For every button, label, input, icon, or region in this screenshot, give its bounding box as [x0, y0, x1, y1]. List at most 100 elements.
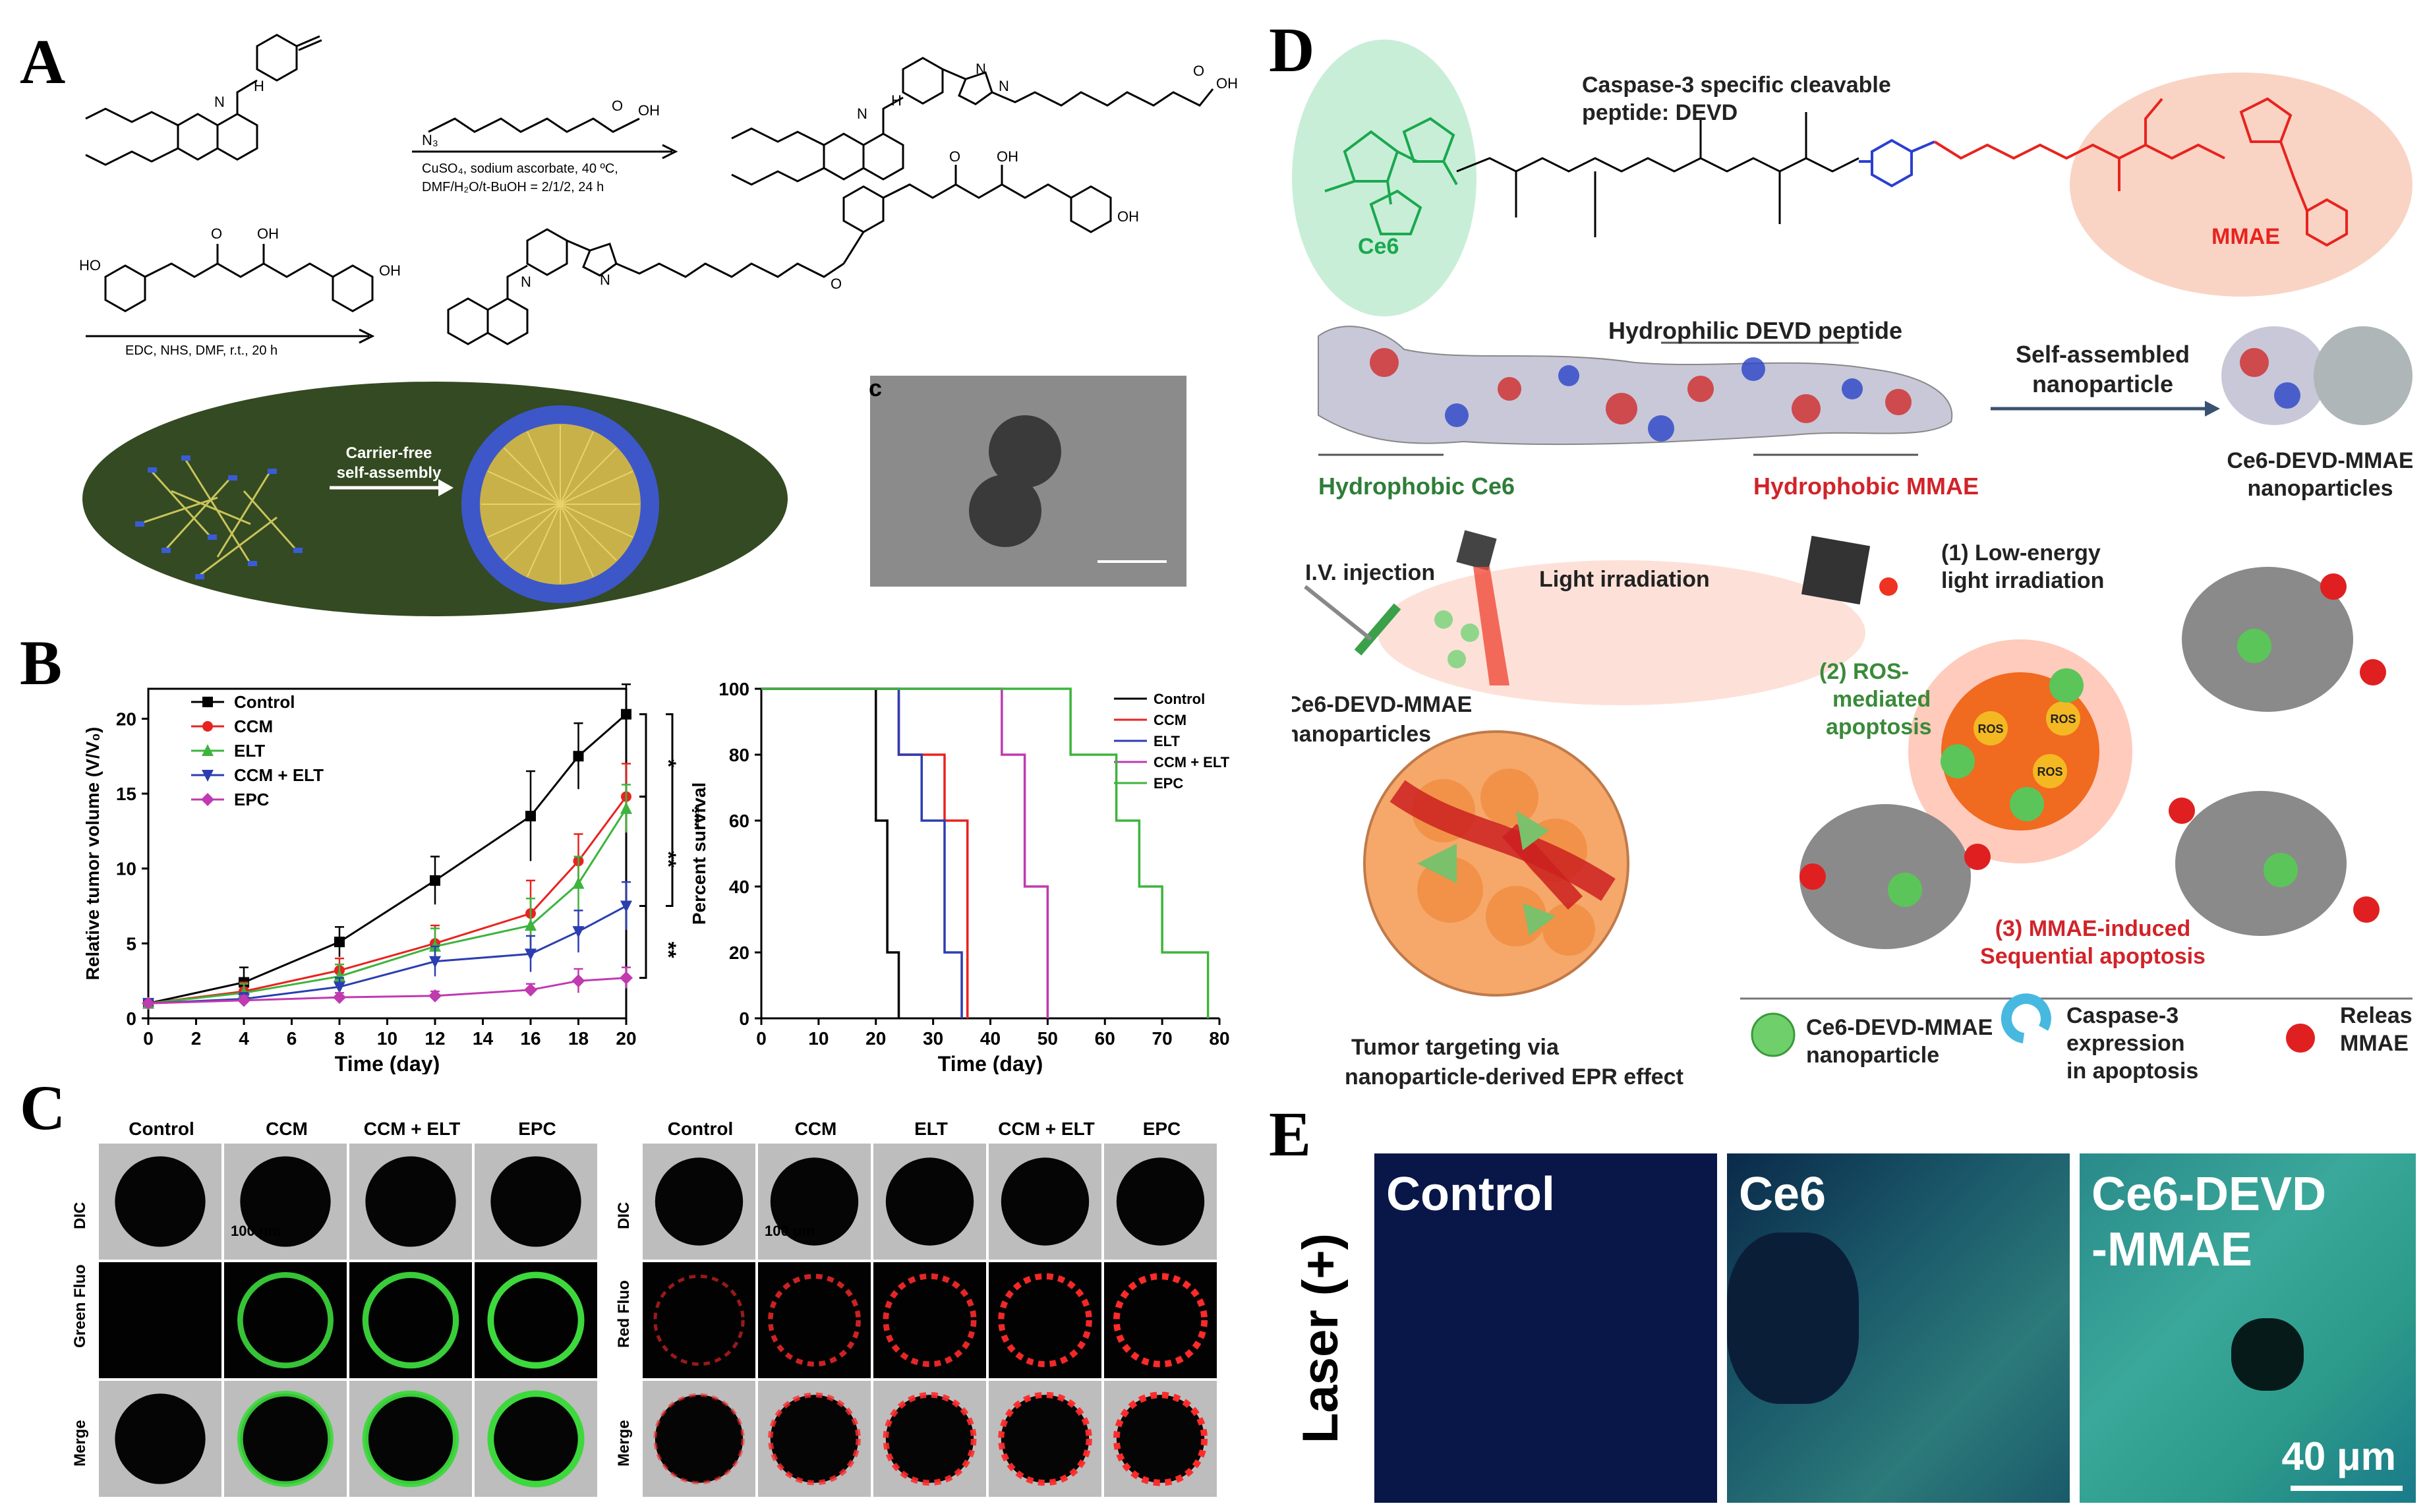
- self-assembled-label-1: Self-assembled: [2016, 341, 2190, 368]
- legend-released-2: MMAE: [2340, 1031, 2409, 1056]
- panel-c-red-spheroid-r0-c3: [1001, 1157, 1090, 1246]
- chart2-legend-label-0: Control: [1154, 691, 1205, 707]
- chart2-ylabel: Percent survival: [689, 782, 709, 925]
- panel-c-red-spheroid-r0-c0: [655, 1157, 744, 1246]
- chart2-ytick-label-4: 80: [729, 745, 749, 765]
- legend-casp-1: Caspase-3: [2066, 1003, 2178, 1028]
- chart1-point-3-2: [334, 981, 345, 994]
- panel-c-green-spheroid-r2-c1: [240, 1393, 331, 1484]
- np-label-1: Ce6-DEVD-MMAE: [2227, 448, 2412, 473]
- chart2-xtick-label-6: 60: [1095, 1028, 1115, 1049]
- chart1-xtick-label-7: 14: [473, 1028, 494, 1049]
- peptide-title-1: Caspase-3 specific cleavable: [1582, 73, 1891, 98]
- light-irradiation-label: Light irradiation: [1539, 567, 1710, 592]
- chart1-xlabel: Time (day): [335, 1052, 440, 1074]
- legend-released-1: Released: [2340, 1003, 2412, 1028]
- panel-c-green-col-header-0: Control: [129, 1119, 194, 1139]
- panel-c-red-row-label-1: Red Fluo: [615, 1280, 633, 1348]
- sequential-label-2: Sequential apoptosis: [1980, 944, 2206, 969]
- panel-c-red-fluo-ring-r2-c3: [998, 1391, 1092, 1486]
- chart1-legend-label-2: ELT: [234, 741, 265, 761]
- chart1-ytick-label-0: 0: [126, 1008, 136, 1029]
- chart1-xtick-label-3: 6: [287, 1028, 297, 1049]
- panel-c-red-row-label-2: Merge: [615, 1420, 633, 1467]
- chart1-point-0-3: [430, 875, 440, 886]
- panel-c-green-image-r0-c3: [475, 1144, 597, 1260]
- chart1-ytick-label-2: 10: [116, 859, 136, 879]
- legend-casp-2: expression: [2066, 1031, 2185, 1056]
- chart1-point-0-6: [621, 709, 631, 720]
- chart1-point-2-6: [620, 801, 632, 814]
- chart2-ytick-label-0: 0: [739, 1008, 749, 1029]
- chart1-point-4-6: [620, 971, 633, 985]
- panel-c-green-spheroid-r2-c3: [490, 1393, 581, 1484]
- panel-c-red-spheroid-r2-c3: [1001, 1395, 1090, 1483]
- panel-c-green-fluo-ring-r1-c2: [362, 1271, 459, 1369]
- panel-c-green-image-r0-c1: [224, 1144, 347, 1260]
- panel-c-green-spheroid-r2-c2: [365, 1393, 456, 1484]
- chart1-point-2-5: [572, 877, 585, 889]
- chart1-point-0-2: [334, 937, 345, 948]
- svg-text:N: N: [521, 274, 531, 290]
- chart1-point-3-3: [429, 956, 441, 968]
- tumor-targeting-label-2: nanoparticle-derived EPR effect: [1345, 1064, 1683, 1090]
- tem-panel-letter: c: [869, 374, 883, 401]
- panel-c-red-col-header-2: ELT: [914, 1119, 948, 1139]
- panel-letter-b: B: [20, 627, 63, 698]
- ros-label-2: mediated: [1832, 687, 1931, 712]
- panel-c-red-image-r1-c2: [873, 1262, 986, 1378]
- chart2-ytick-label-5: 100: [718, 679, 749, 699]
- panel-c-green-fluo-ring-r1-c3: [487, 1271, 585, 1369]
- svg-text:N: N: [857, 105, 867, 122]
- panel-c-green-image-r0-c0: [99, 1144, 221, 1260]
- chart1-legend-marker-2: [202, 744, 214, 756]
- panel-c-green-col-header-2: CCM + ELT: [363, 1119, 461, 1139]
- panel-c-green-col-header-1: CCM: [266, 1119, 308, 1139]
- panel-c-red-spheroid-r2-c0: [655, 1395, 744, 1483]
- svg-text:O: O: [612, 98, 623, 114]
- chart1-point-3-5: [572, 926, 585, 939]
- panel-c-green-spheroid-r0-c3: [490, 1156, 581, 1247]
- chart2-line-2: [761, 687, 963, 1018]
- panel-c-red-image-r1-c0: [643, 1262, 755, 1378]
- ros-badge-2: ROS: [2050, 712, 2076, 726]
- panel-letter-c: C: [20, 1072, 66, 1143]
- panel-c-green-scale-label: 100 μm: [231, 1223, 281, 1239]
- chart2-legend-label-1: CCM: [1154, 712, 1186, 728]
- ce6np-label-1: Ce6-DEVD-MMAE: [1292, 692, 1472, 717]
- hydrophilic-label: Hydrophilic DEVD peptide: [1608, 317, 1902, 344]
- chart1-sig-4-label: **: [657, 942, 680, 958]
- panel-c-green-image-r1-c3: [475, 1262, 597, 1378]
- confocal-control: Control: [1374, 1153, 1717, 1503]
- chart1-legend-marker-4: [201, 793, 214, 806]
- panel-c-red-fluo-ring-r1-c0: [653, 1274, 745, 1366]
- chart1-xtick-label-9: 18: [568, 1028, 589, 1049]
- chart1-legend-label-1: CCM: [234, 716, 273, 736]
- legend-casp-3: in apoptosis: [2066, 1059, 2198, 1084]
- self-assembly-illustration: Carrier-free self-assembly: [82, 382, 788, 616]
- chart1-ytick-label-1: 5: [126, 933, 136, 954]
- panel-c-red-col-header-3: CCM + ELT: [998, 1119, 1095, 1139]
- svg-text:N: N: [976, 61, 986, 77]
- panel-e-row-label: Laser (+): [1293, 1233, 1349, 1443]
- panel-c-green-fluo-ring-r2-c2: [362, 1390, 459, 1488]
- chart2-line-4: [761, 687, 1210, 1018]
- mmae-label: MMAE: [2211, 224, 2280, 249]
- chart1-legend-label-4: EPC: [234, 790, 270, 809]
- confocal-ce6-label: Ce6: [1739, 1168, 1827, 1221]
- panel-c-red-spheroid-r2-c4: [1116, 1395, 1205, 1483]
- chart1-point-3-4: [525, 948, 537, 961]
- panel-c-red-image-r0-c3: [989, 1144, 1101, 1260]
- iv-injection-label: I.V. injection: [1305, 560, 1435, 585]
- chart2-ytick-label-3: 60: [729, 811, 749, 831]
- self-assembled-label-2: nanoparticle: [2032, 370, 2173, 397]
- panel-c-red-fluo-ring-r2-c1: [768, 1392, 861, 1486]
- ros-badge-3: ROS: [2037, 765, 2062, 778]
- chart1-point-4-0: [142, 997, 155, 1010]
- chart1-point-0-5: [573, 751, 584, 762]
- chart1-point-4-3: [428, 989, 442, 1003]
- chart2-xtick-label-2: 20: [865, 1028, 886, 1049]
- panel-c-green-fluo-ring-r1-c1: [237, 1272, 334, 1368]
- chart1-point-4-2: [333, 991, 346, 1004]
